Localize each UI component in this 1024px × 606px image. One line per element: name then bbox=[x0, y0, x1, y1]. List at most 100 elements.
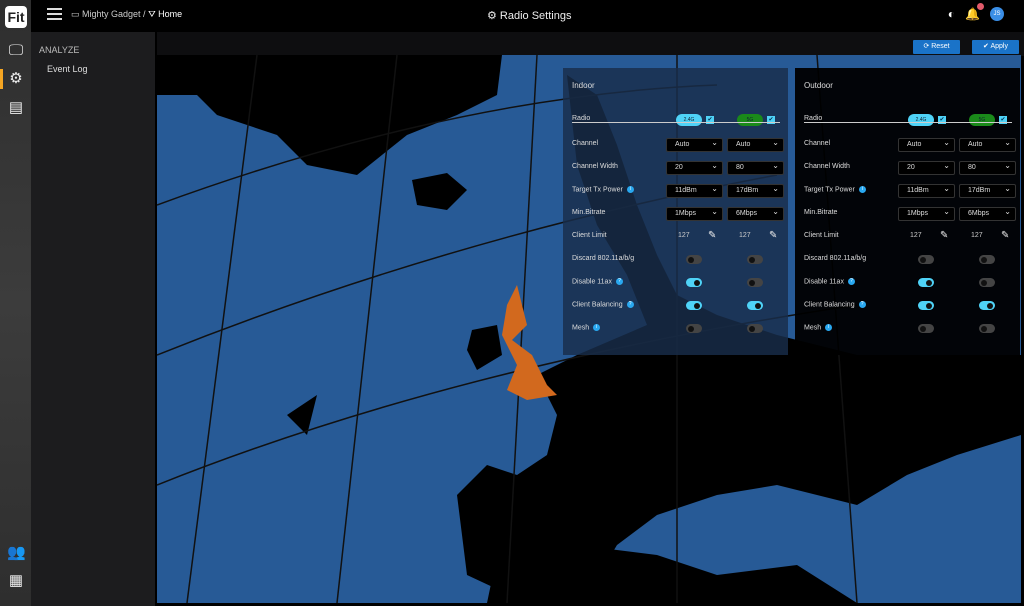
indoor-title: Indoor bbox=[572, 81, 595, 90]
outdoor-band-5-badge: 5G bbox=[969, 114, 995, 126]
info-icon[interactable]: i bbox=[825, 324, 833, 331]
indoor-balancing-24-toggle[interactable] bbox=[686, 301, 702, 310]
outdoor-panel: Outdoor Radio 2.4G ✔ 5G ✔ Channel Auto Auto Chann… bbox=[795, 68, 1020, 355]
sidebar: ANALYZE Event Log bbox=[31, 32, 155, 606]
edit-icon[interactable]: ✎ bbox=[940, 230, 949, 241]
info-icon[interactable]: i bbox=[858, 186, 866, 193]
indoor-balancing-label: Client Balancing? bbox=[572, 301, 634, 308]
indoor-client-limit-5: 127 bbox=[739, 232, 751, 239]
indoor-channel-24-select[interactable]: Auto bbox=[666, 137, 723, 152]
indoor-band-24-checkbox[interactable]: ✔ bbox=[706, 116, 714, 124]
outdoor-balancing-24-toggle[interactable] bbox=[918, 301, 934, 310]
edit-icon[interactable]: ✎ bbox=[1001, 230, 1010, 241]
info-icon[interactable]: i bbox=[593, 324, 601, 331]
outdoor-width-5-select[interactable]: 80 bbox=[959, 160, 1016, 175]
indoor-bitrate-label: Min.Bitrate bbox=[572, 209, 605, 216]
outdoor-mesh-5-toggle[interactable] bbox=[979, 324, 995, 333]
indoor-bitrate-24-select[interactable]: 1Mbps bbox=[666, 206, 723, 221]
breadcrumb-site[interactable]: Home bbox=[158, 9, 183, 19]
indoor-power-24-select[interactable]: 11dBm bbox=[666, 183, 723, 198]
outdoor-row-radio: Radio 2.4G ✔ 5G ✔ bbox=[804, 113, 1014, 127]
indoor-width-label-text: Channel Width bbox=[572, 163, 618, 170]
indoor-mesh-5-toggle[interactable] bbox=[747, 324, 763, 333]
outdoor-channel-label: Channel bbox=[804, 140, 830, 147]
outdoor-row-bitrate: Min.Bitrate 1Mbps 6Mbps bbox=[804, 206, 1016, 221]
indoor-row-mesh: Mesh i bbox=[572, 322, 782, 336]
indoor-row-bitrate: Min.Bitrate 1Mbps 6Mbps bbox=[572, 206, 784, 221]
indoor-discard-5-toggle[interactable] bbox=[747, 255, 763, 264]
outdoor-balancing-5-toggle[interactable] bbox=[979, 301, 995, 310]
help-icon[interactable]: ? bbox=[615, 278, 623, 285]
indoor-disable11ax-24-toggle[interactable] bbox=[686, 278, 702, 287]
apply-button[interactable]: ✔ Apply bbox=[972, 40, 1019, 54]
outdoor-disable11ax-24-toggle[interactable] bbox=[918, 278, 934, 287]
indoor-row-width: Channel Width 20 80 bbox=[572, 160, 784, 175]
help-icon[interactable]: ? bbox=[847, 278, 855, 285]
edit-icon[interactable]: ✎ bbox=[769, 230, 778, 241]
info-icon[interactable]: i bbox=[626, 186, 634, 193]
outdoor-title: Outdoor bbox=[804, 81, 833, 90]
indoor-discard-label: Discard 802.11a/b/g bbox=[572, 255, 634, 262]
outdoor-radio-label-text: Radio bbox=[804, 115, 823, 122]
notification-badge bbox=[977, 3, 984, 10]
outdoor-discard-24-toggle[interactable] bbox=[918, 255, 934, 264]
outdoor-power-24-select[interactable]: 11dBm bbox=[898, 183, 955, 198]
outdoor-mesh-label: Mesh i bbox=[804, 324, 833, 331]
indoor-discard-24-toggle[interactable] bbox=[686, 255, 702, 264]
indoor-disable11ax-5-toggle[interactable] bbox=[747, 278, 763, 287]
indoor-channel-5-select[interactable]: Auto bbox=[727, 137, 784, 152]
reset-button[interactable]: ⟳ Reset bbox=[913, 40, 960, 54]
indoor-power-5-select[interactable]: 17dBm bbox=[727, 183, 784, 198]
outdoor-mesh-24-toggle[interactable] bbox=[918, 324, 934, 333]
outdoor-radio-label: Radio bbox=[804, 115, 822, 122]
indoor-row-disable11ax: Disable 11ax? bbox=[572, 276, 782, 290]
outdoor-disable11ax-label: Disable 11ax? bbox=[804, 278, 855, 285]
theme-toggle-icon[interactable]: ◐ bbox=[947, 7, 956, 21]
hamburger-menu-icon[interactable] bbox=[47, 8, 62, 20]
indoor-bitrate-5-select[interactable]: 6Mbps bbox=[727, 206, 784, 221]
indoor-band-24-badge: 2.4G bbox=[676, 114, 702, 126]
outdoor-band-5-checkbox[interactable]: ✔ bbox=[999, 116, 1007, 124]
edit-icon[interactable]: ✎ bbox=[708, 230, 717, 241]
outdoor-width-label-text: Channel Width bbox=[804, 163, 850, 170]
indoor-balancing-5-toggle[interactable] bbox=[747, 301, 763, 310]
indoor-row-channel: Channel Auto Auto bbox=[572, 137, 784, 152]
help-icon[interactable]: ? bbox=[626, 301, 634, 308]
indoor-channel-label: Channel bbox=[572, 140, 598, 147]
outdoor-power-label: Target Tx Power i bbox=[804, 186, 866, 193]
outdoor-channel-5-select[interactable]: Auto bbox=[959, 137, 1016, 152]
outdoor-channel-24-select[interactable]: Auto bbox=[898, 137, 955, 152]
indoor-width-24-select[interactable]: 20 bbox=[666, 160, 723, 175]
monitor-icon[interactable]: 🖵 bbox=[8, 42, 24, 59]
indoor-client_limit-label: Client Limit bbox=[572, 232, 607, 239]
indoor-width-5-select[interactable]: 80 bbox=[727, 160, 784, 175]
outdoor-row-width: Channel Width 20 80 bbox=[804, 160, 1016, 175]
outdoor-band-24-checkbox[interactable]: ✔ bbox=[938, 116, 946, 124]
breadcrumb-org[interactable]: Mighty Gadget / bbox=[82, 9, 146, 19]
indoor-client_limit-label-text: Client Limit bbox=[572, 232, 607, 239]
building-icon[interactable]: ▦ bbox=[8, 572, 24, 589]
sidebar-item-event-log[interactable]: Event Log bbox=[47, 64, 88, 74]
outdoor-power-5-select[interactable]: 17dBm bbox=[959, 183, 1016, 198]
outdoor-bitrate-5-select[interactable]: 6Mbps bbox=[959, 206, 1016, 221]
report-icon[interactable]: ▤ bbox=[8, 99, 24, 116]
indoor-radio-label: Radio bbox=[572, 115, 590, 122]
outdoor-client-limit-5: 127 bbox=[971, 232, 983, 239]
outdoor-discard-5-toggle[interactable] bbox=[979, 255, 995, 264]
help-icon[interactable]: ? bbox=[858, 301, 866, 308]
outdoor-disable11ax-5-toggle[interactable] bbox=[979, 278, 995, 287]
outdoor-divider bbox=[804, 122, 1012, 123]
outdoor-width-24-select[interactable]: 20 bbox=[898, 160, 955, 175]
outdoor-bitrate-label-text: Min.Bitrate bbox=[804, 209, 838, 216]
indoor-row-radio: Radio 2.4G ✔ 5G ✔ bbox=[572, 113, 782, 127]
bell-icon[interactable]: 🔔 bbox=[965, 3, 984, 21]
highlighted-region-uk[interactable] bbox=[502, 285, 557, 400]
avatar[interactable]: JS bbox=[990, 7, 1004, 21]
indoor-band-5-checkbox[interactable]: ✔ bbox=[767, 116, 775, 124]
users-icon[interactable]: 👥 bbox=[7, 544, 26, 561]
indoor-mesh-24-toggle[interactable] bbox=[686, 324, 702, 333]
outdoor-channel-label-text: Channel bbox=[804, 140, 831, 147]
gear-icon[interactable]: ⚙ bbox=[9, 70, 23, 87]
outdoor-band-24-badge: 2.4G bbox=[908, 114, 934, 126]
outdoor-bitrate-24-select[interactable]: 1Mbps bbox=[898, 206, 955, 221]
